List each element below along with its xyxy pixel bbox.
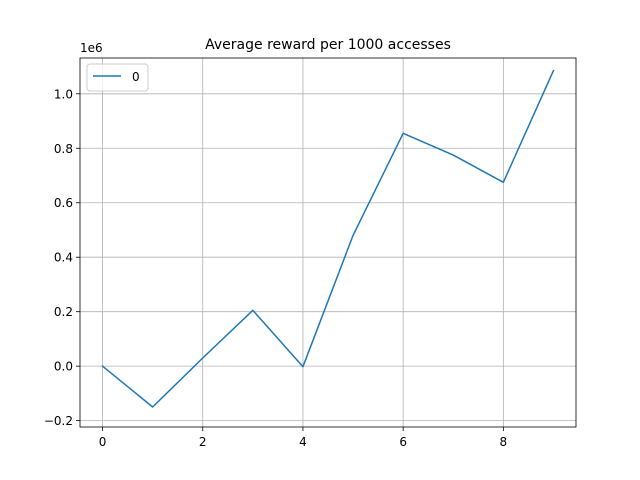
x-tick-label: 8	[500, 435, 508, 449]
x-tick-label: 6	[399, 435, 407, 449]
x-tick-label: 2	[199, 435, 207, 449]
legend-label: 0	[132, 70, 140, 84]
x-tick-label: 0	[99, 435, 107, 449]
y-tick-label: 0.4	[54, 251, 73, 265]
series-line	[101, 69, 555, 408]
y-tick-label: 1.0	[54, 87, 73, 101]
plot-frame	[79, 57, 577, 428]
series-layer	[101, 69, 555, 408]
y-tick-label: 0.6	[54, 196, 73, 210]
x-tick-label: 4	[299, 435, 307, 449]
chart-title: Average reward per 1000 accesses	[205, 37, 451, 53]
y-axis-ticks: −0.2 0.0 0.2 0.4 0.6 0.8 1.0	[44, 87, 80, 428]
legend-box	[86, 63, 149, 92]
grid-lines	[80, 58, 576, 427]
y-offset-label: 1e6	[80, 41, 103, 55]
x-axis-ticks: 0 2 4 6 8	[99, 427, 507, 449]
y-tick-label: −0.2	[44, 414, 73, 428]
y-tick-label: 0.2	[54, 305, 73, 319]
y-tick-label: 0.8	[54, 142, 73, 156]
y-tick-label: 0.0	[54, 360, 73, 374]
legend: 0	[86, 63, 149, 92]
